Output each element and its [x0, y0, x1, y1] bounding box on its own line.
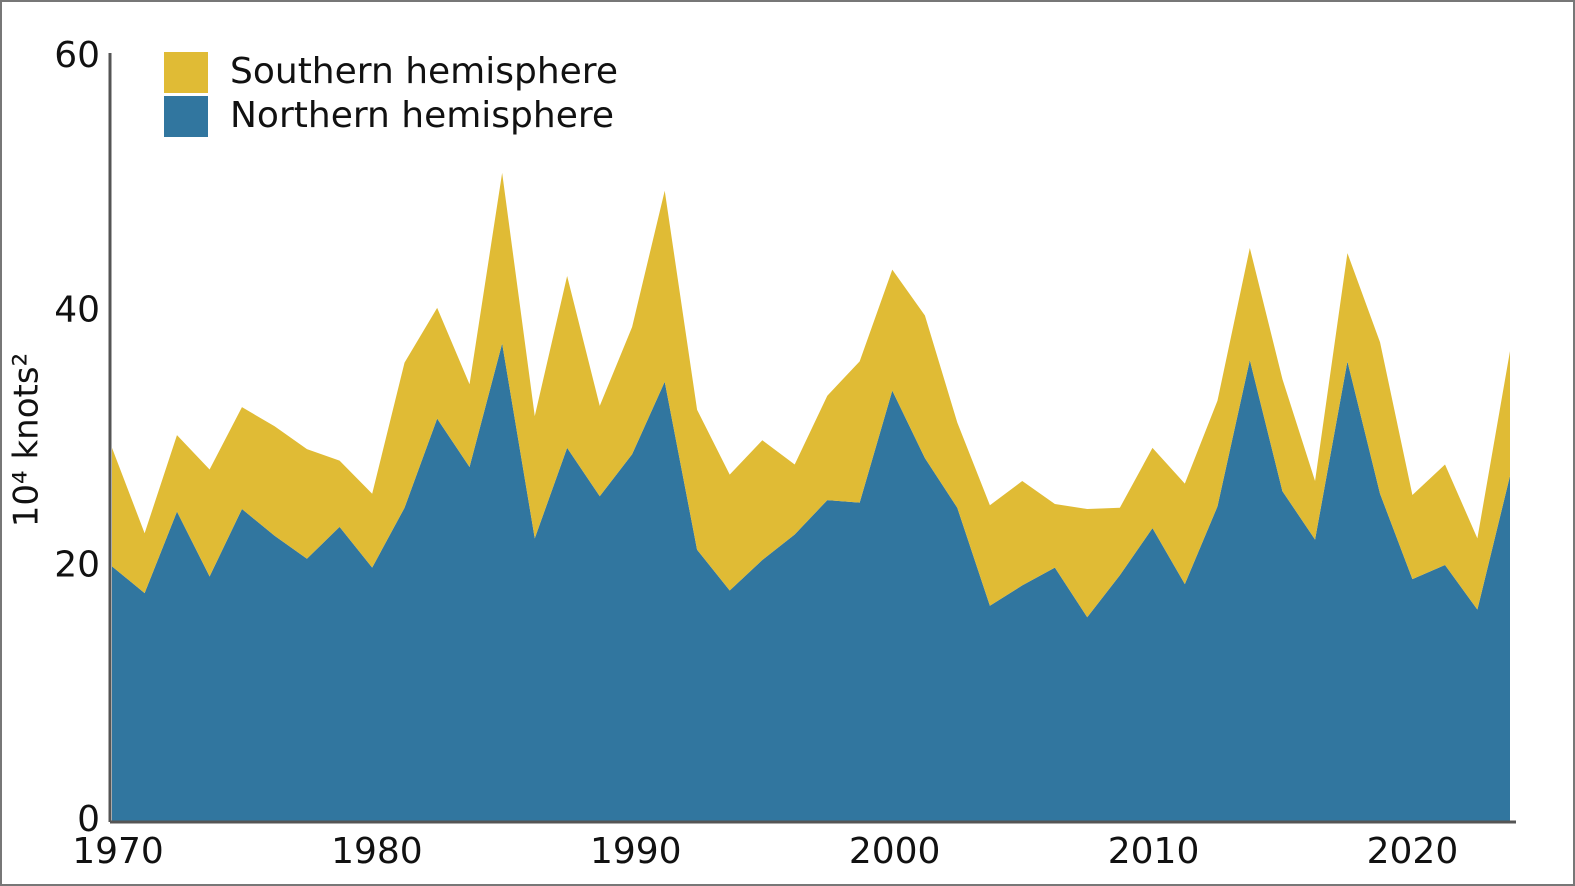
x-tick-label: 1970: [72, 831, 164, 872]
x-tick-label: 2000: [849, 831, 941, 872]
y-tick-label: 60: [54, 35, 100, 76]
legend-swatch: [164, 52, 208, 93]
y-tick-label: 0: [77, 799, 100, 840]
legend-label: Southern hemisphere: [230, 51, 618, 92]
area: [112, 343, 1510, 821]
y-tick-label: 40: [54, 290, 100, 331]
y-axis-label: 10⁴ knots²: [7, 353, 47, 527]
x-tick-label: 2020: [1367, 831, 1459, 872]
x-tick-label: 1980: [331, 831, 423, 872]
legend-label: Northern hemisphere: [230, 95, 614, 136]
x-tick-label: 2010: [1108, 831, 1200, 872]
y-tick-label: 20: [54, 544, 100, 585]
x-tick-label: 1990: [590, 831, 682, 872]
legend-swatch: [164, 96, 208, 137]
area: [112, 172, 1510, 618]
